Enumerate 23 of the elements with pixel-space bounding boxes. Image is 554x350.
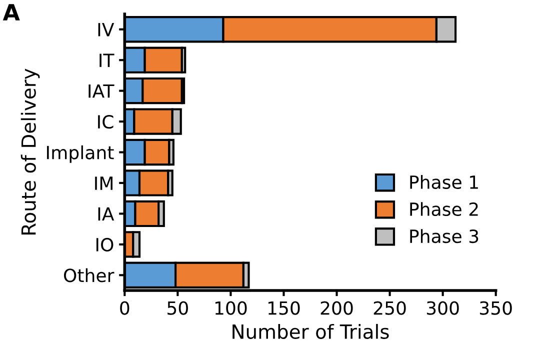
x-tick-label: 150 [268, 301, 300, 315]
y-tick-label: IM [95, 176, 112, 190]
y-tick-label: IA [98, 207, 114, 221]
y-tick-label: Implant [47, 145, 114, 163]
legend-label: Phase 2 [410, 202, 478, 216]
legend-label: Phase 1 [410, 175, 478, 190]
y-tick-label: IC [98, 114, 114, 129]
y-tick-label: IT [100, 54, 114, 67]
x-tick-label: 250 [374, 301, 406, 315]
x-tick-label: 200 [320, 301, 353, 315]
legend-label: Phase 3 [410, 229, 478, 244]
x-tick-label: 350 [480, 301, 512, 315]
x-tick-label: 100 [215, 301, 247, 315]
y-axis-title: Route of Delivery [20, 68, 40, 234]
x-tick-label: 50 [168, 301, 188, 315]
y-tick-label: IO [96, 238, 114, 252]
y-tick-label: Other [64, 268, 114, 282]
y-tick-label: IAT [88, 84, 114, 98]
y-tick-label: IV [98, 23, 114, 36]
text: A [2, 4, 20, 20]
x-axis-title: Number of Trials [232, 324, 389, 339]
x-tick-label: 300 [426, 301, 459, 315]
x-tick-label: 0 [120, 301, 130, 315]
